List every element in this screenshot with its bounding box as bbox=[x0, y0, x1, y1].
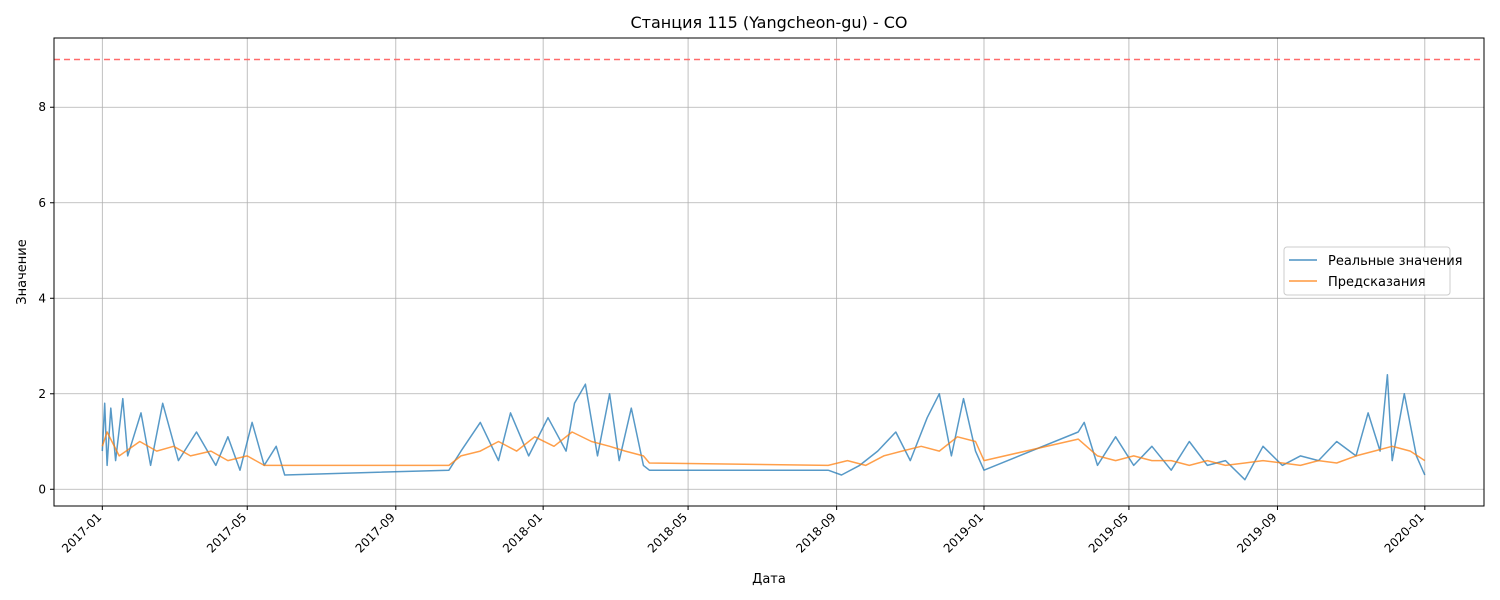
y-tick-label: 0 bbox=[38, 482, 46, 496]
axis-ticks: 2017-01 2017-05 2017-09 2018-01 2018-05 2018-… bbox=[38, 100, 1427, 555]
x-tick-label: 2017-01 bbox=[59, 510, 104, 555]
legend-box bbox=[1283, 246, 1451, 296]
x-tick-label: 2019-09 bbox=[1234, 510, 1279, 555]
chart-title: Станция 115 (Yangcheon-gu) - CO bbox=[630, 13, 907, 32]
y-tick-label: 6 bbox=[38, 196, 46, 210]
series-line-2 bbox=[101, 431, 1426, 467]
x-tick-label: 2020-01 bbox=[1382, 510, 1427, 555]
x-tick-label: 2018-09 bbox=[793, 510, 838, 555]
y-tick-label: 4 bbox=[38, 291, 46, 305]
legend-label: Реальные значения bbox=[1328, 254, 1463, 269]
x-tick-label: 2019-01 bbox=[941, 510, 986, 555]
grid bbox=[54, 38, 1484, 506]
legend-label: Предсказания bbox=[1328, 275, 1426, 290]
x-tick-label: 2017-09 bbox=[353, 510, 398, 555]
y-tick-label: 8 bbox=[38, 100, 46, 114]
x-tick-label: 2018-01 bbox=[500, 510, 545, 555]
x-tick-label: 2017-05 bbox=[204, 510, 249, 555]
plot-frame bbox=[53, 37, 1485, 507]
plot-area bbox=[54, 58, 1484, 481]
y-axis-title: Значение bbox=[15, 239, 30, 304]
legend: Реальные значения Предсказания bbox=[1283, 246, 1463, 296]
x-tick-label: 2019-05 bbox=[1086, 510, 1131, 555]
series-line-1 bbox=[101, 373, 1426, 481]
y-tick-label: 2 bbox=[38, 387, 46, 401]
x-tick-label: 2018-05 bbox=[645, 510, 690, 555]
x-axis-title: Дата bbox=[752, 572, 786, 587]
